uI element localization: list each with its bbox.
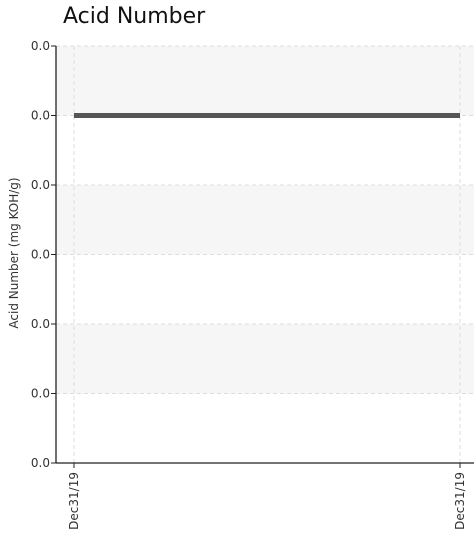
- y-tick-label: 0.0: [31, 109, 50, 123]
- y-tick-label: 0.0: [31, 317, 50, 331]
- plot-band: [56, 46, 474, 116]
- y-tick-label: 0.0: [31, 39, 50, 53]
- x-tick-label: Dec31/19: [67, 472, 81, 530]
- y-axis-title: Acid Number (mg KOH/g): [7, 177, 21, 328]
- plot-band: [56, 185, 474, 255]
- y-tick-label: 0.0: [31, 387, 50, 401]
- plot-band: [56, 324, 474, 394]
- chart-title: Acid Number: [63, 4, 206, 29]
- y-tick-label: 0.0: [31, 456, 50, 470]
- x-tick-label: Dec31/19: [453, 472, 467, 530]
- y-tick-label: 0.0: [31, 178, 50, 192]
- y-tick-label: 0.0: [31, 248, 50, 262]
